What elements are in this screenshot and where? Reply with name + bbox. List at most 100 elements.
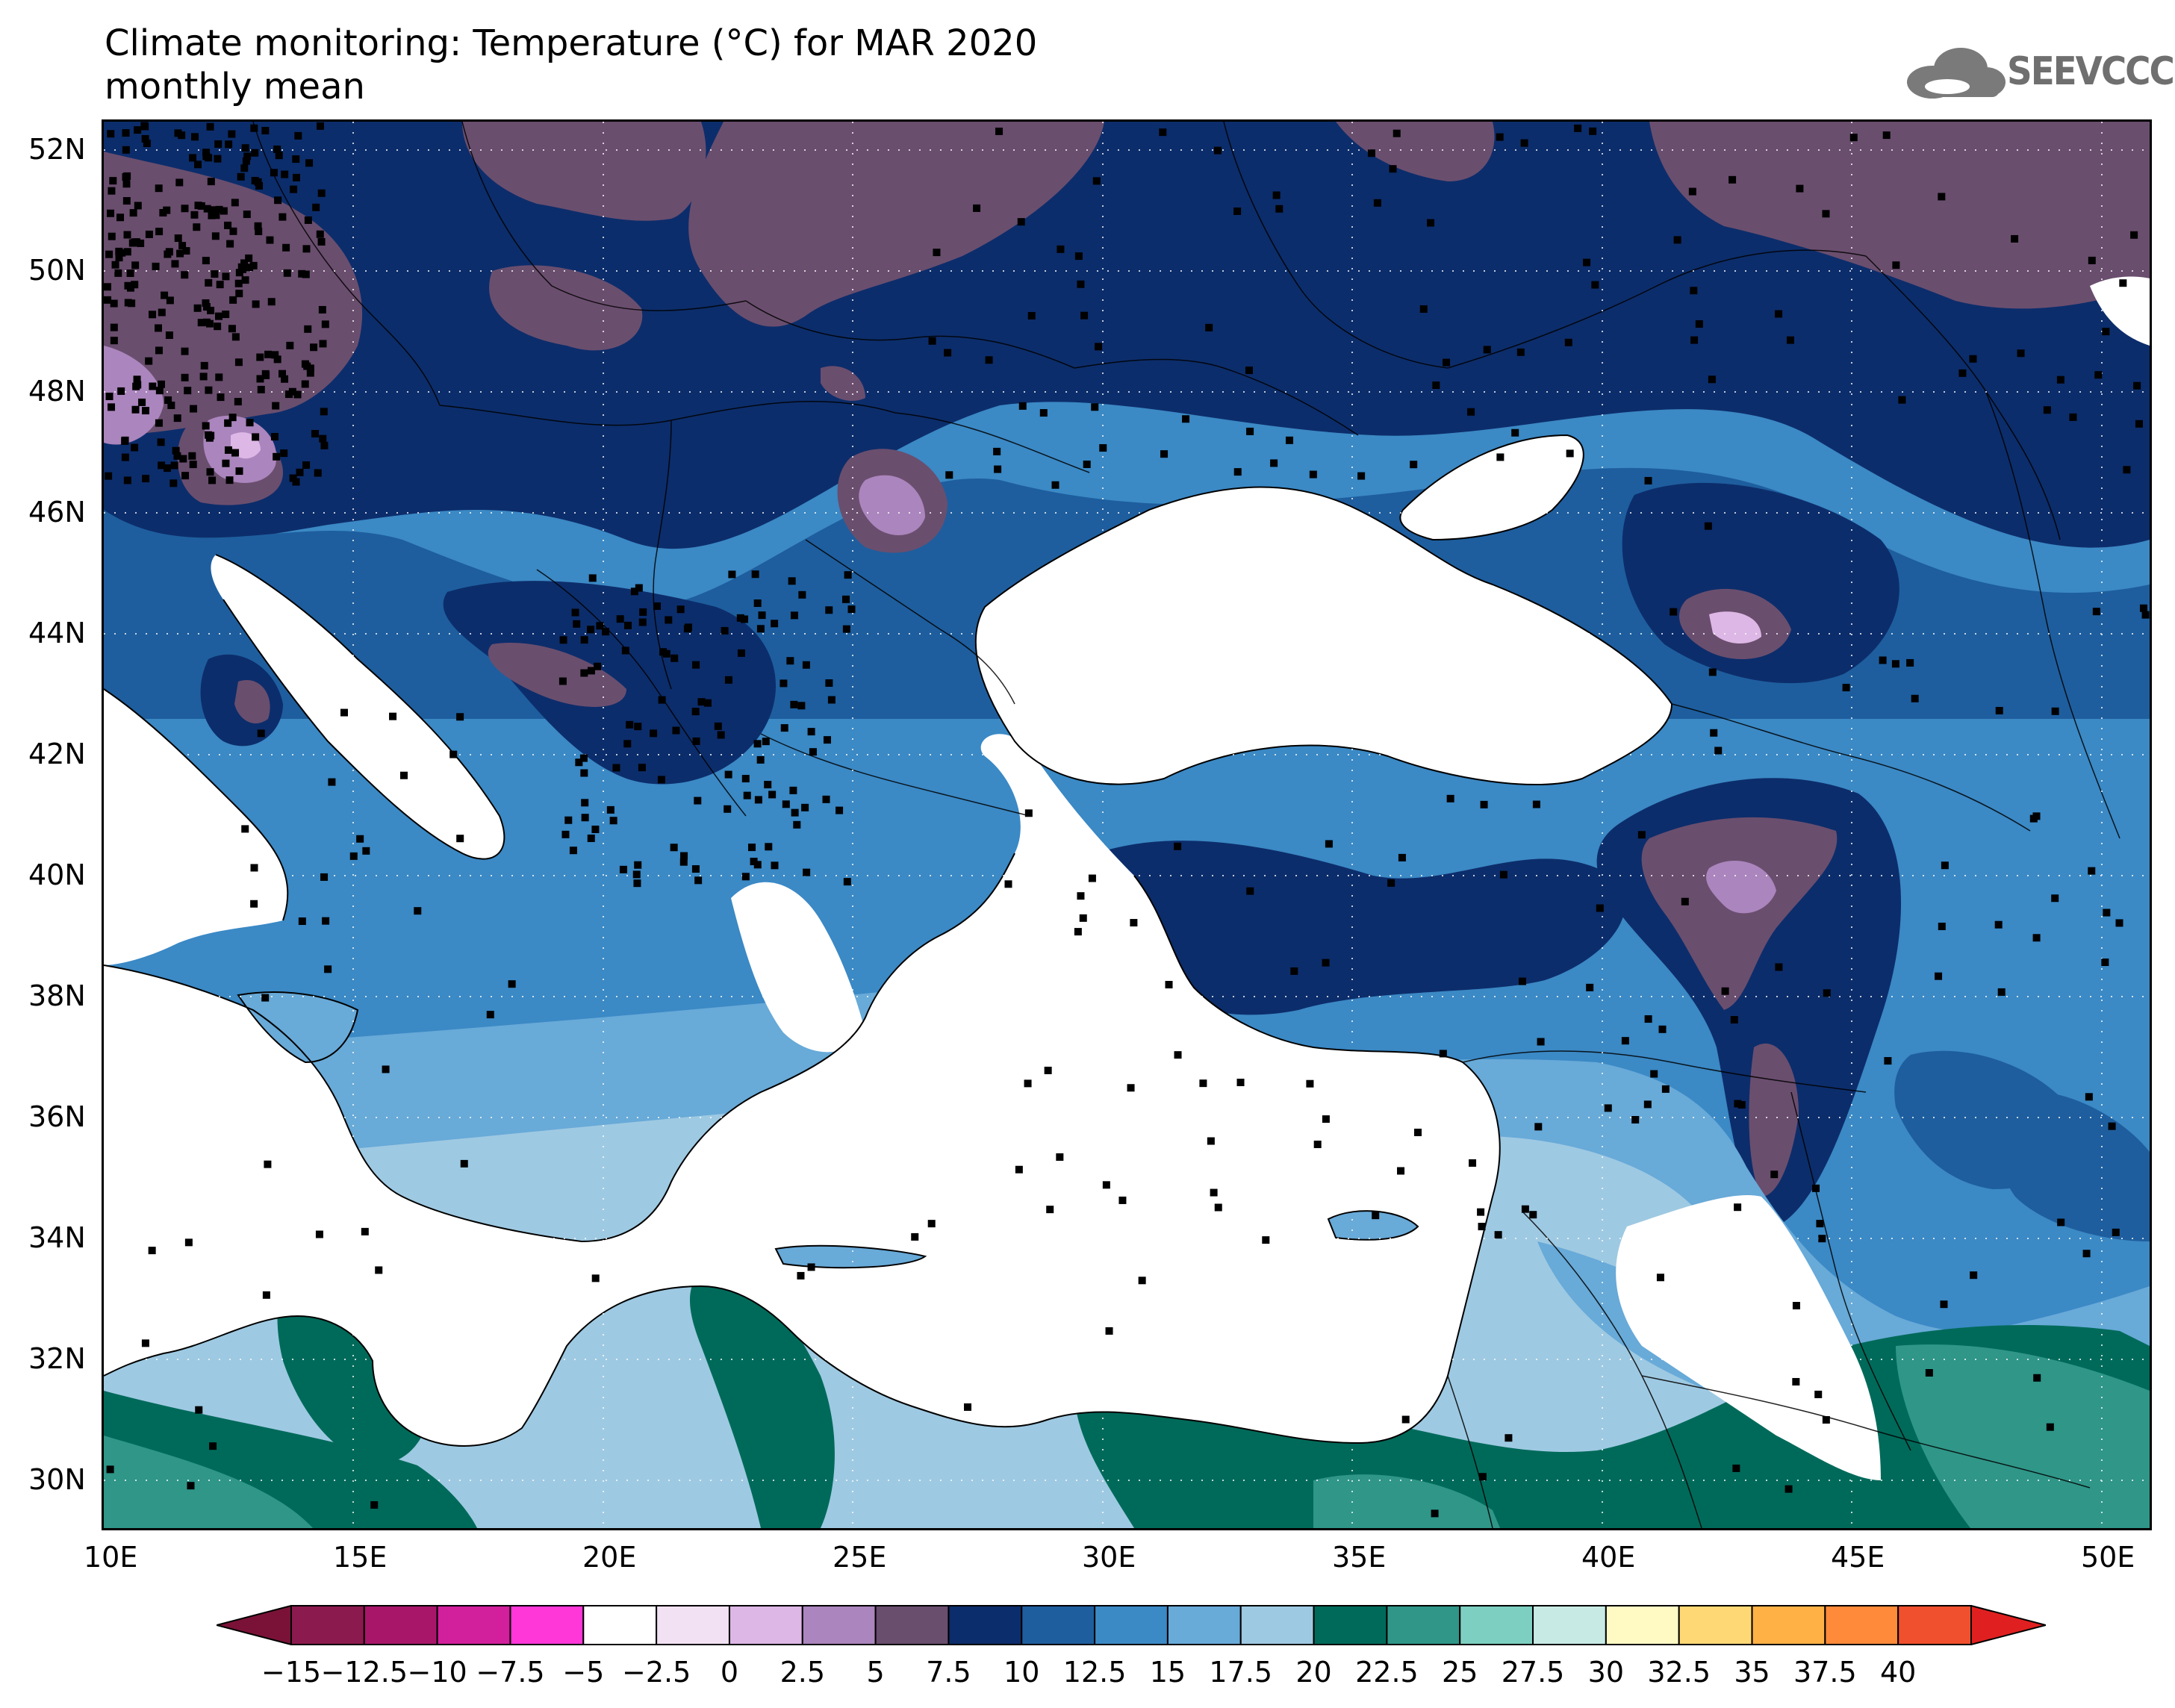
station-marker	[1621, 1037, 1629, 1045]
station-marker	[107, 130, 115, 138]
station-marker	[284, 390, 293, 399]
station-marker	[235, 467, 243, 476]
legend-swatch	[728, 1605, 803, 1645]
station-marker	[123, 476, 131, 484]
station-marker	[320, 441, 329, 449]
station-marker	[788, 577, 796, 585]
lat-label-52n: 52N	[28, 133, 86, 166]
station-marker	[281, 170, 289, 178]
legend-swatch	[1386, 1605, 1461, 1645]
station-marker	[286, 341, 294, 349]
station-marker	[741, 775, 750, 783]
station-marker	[264, 350, 273, 358]
station-marker	[1214, 1203, 1222, 1212]
station-marker	[2032, 934, 2041, 942]
station-marker	[105, 250, 113, 258]
station-marker	[842, 625, 850, 633]
station-marker	[312, 203, 320, 211]
station-marker	[1518, 977, 1526, 985]
station-marker	[756, 625, 765, 633]
station-marker	[1165, 981, 1173, 989]
station-marker	[580, 636, 588, 644]
station-marker	[1127, 1084, 1135, 1092]
station-marker	[1516, 348, 1525, 356]
station-marker	[1574, 124, 1582, 132]
station-marker	[750, 857, 758, 865]
station-marker	[178, 242, 187, 250]
station-marker	[224, 221, 232, 229]
station-marker	[581, 814, 589, 822]
station-marker	[158, 308, 166, 317]
station-marker	[211, 232, 220, 240]
station-marker	[1940, 1300, 1948, 1309]
station-marker	[2051, 707, 2059, 715]
station-marker	[2094, 371, 2103, 379]
station-marker	[638, 764, 646, 772]
station-marker	[1906, 658, 1914, 667]
station-marker	[1714, 747, 1723, 755]
station-marker	[1397, 1167, 1405, 1175]
legend-high-arrow	[1970, 1605, 2046, 1645]
station-marker	[1775, 963, 1783, 971]
station-marker	[836, 806, 844, 814]
station-marker	[558, 677, 567, 685]
station-marker	[1088, 874, 1096, 882]
station-marker	[141, 134, 149, 143]
station-marker	[317, 237, 326, 246]
station-marker	[1583, 258, 1591, 267]
station-marker	[356, 835, 364, 843]
station-marker	[169, 479, 178, 487]
station-marker	[588, 574, 597, 582]
station-marker	[389, 712, 397, 720]
station-marker	[1505, 1434, 1513, 1442]
station-marker	[289, 474, 297, 482]
station-marker	[214, 322, 222, 331]
station-marker	[1233, 207, 1242, 215]
station-marker	[790, 611, 798, 620]
station-marker	[2115, 919, 2123, 927]
legend-tick-label: 7.5	[926, 1656, 971, 1689]
legend-tick-label: 27.5	[1501, 1656, 1565, 1689]
station-marker	[1938, 922, 1946, 930]
station-marker	[807, 728, 815, 736]
station-marker	[927, 1220, 936, 1228]
station-marker	[181, 472, 190, 480]
station-marker	[1044, 1066, 1052, 1074]
legend-swatch	[1094, 1605, 1169, 1645]
station-marker	[825, 606, 833, 614]
station-marker	[748, 844, 756, 852]
station-marker	[257, 385, 265, 393]
station-marker	[246, 264, 254, 272]
legend-swatch	[1751, 1605, 1826, 1645]
legend-tick-label: −15	[261, 1656, 322, 1689]
station-marker	[121, 453, 129, 461]
station-marker	[596, 622, 604, 630]
station-marker	[250, 900, 258, 908]
station-marker	[1644, 1015, 1652, 1023]
station-marker	[1730, 1016, 1738, 1024]
station-marker	[122, 146, 130, 154]
lat-label-36n: 36N	[28, 1100, 86, 1133]
station-marker	[252, 433, 260, 441]
station-marker	[619, 865, 627, 873]
station-marker	[626, 720, 634, 729]
station-marker	[1322, 959, 1330, 967]
station-marker	[298, 917, 306, 926]
station-marker	[2056, 375, 2064, 384]
station-marker	[1792, 1377, 1800, 1386]
lon-label-15e: 15E	[333, 1541, 388, 1574]
station-marker	[149, 311, 157, 319]
station-marker	[1786, 336, 1794, 344]
station-marker	[273, 452, 281, 461]
station-marker	[132, 238, 140, 246]
station-marker	[973, 204, 981, 212]
station-marker	[638, 618, 647, 626]
station-marker	[1130, 919, 1138, 927]
station-marker	[569, 847, 577, 855]
lat-label-40n: 40N	[28, 858, 86, 891]
station-marker	[292, 173, 300, 181]
station-marker	[1431, 1509, 1439, 1518]
station-marker	[282, 243, 290, 252]
station-marker	[231, 199, 239, 207]
lon-label-20e: 20E	[582, 1541, 637, 1574]
